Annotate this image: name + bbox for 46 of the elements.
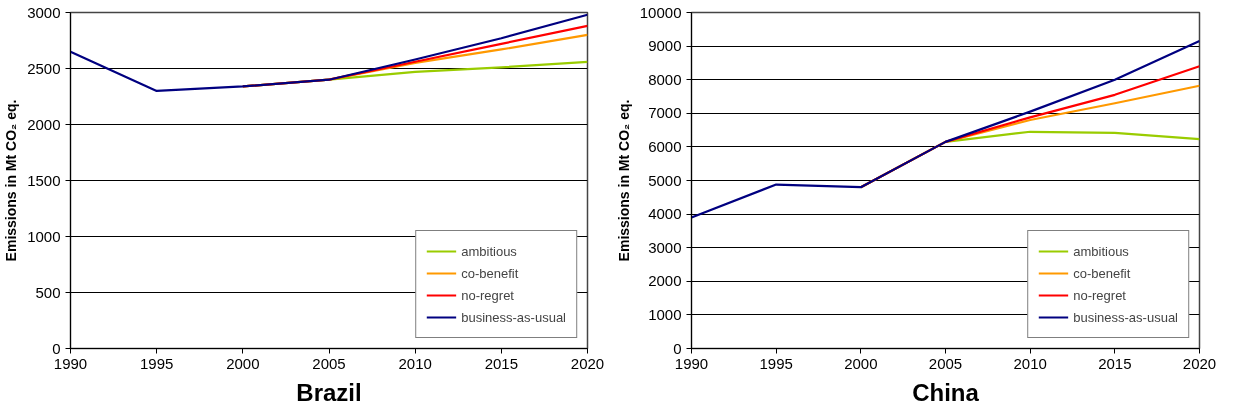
legend-label: ambitious [1073,243,1129,259]
legend-label: co-benefit [1073,265,1131,281]
y-tick-label: 3000 [27,3,61,21]
x-tick-label: 1990 [674,354,709,372]
legend-label: ambitious [461,243,517,259]
text: Brazil [296,378,362,406]
y-tick-label: 3000 [648,238,682,256]
x-tick-label: 2005 [928,354,963,372]
x-tick-label: 2000 [226,354,260,372]
y-axis-title: Emissions in Mt CO₂ eq. [3,99,20,262]
x-tick-label: 1990 [53,354,88,372]
y-tick-label: 10000 [639,3,682,21]
legend-label: co-benefit [461,265,519,281]
legend-label: no-regret [1073,287,1126,303]
y-tick-label: 2000 [648,272,682,290]
y-tick-label: 500 [35,283,61,301]
x-tick-label: 2010 [1013,354,1047,372]
x-tick-label: 2005 [312,354,346,372]
x-tick-label: 1995 [759,354,793,372]
x-tick-label: 2015 [1098,354,1132,372]
y-tick-label: 2500 [27,59,61,77]
x-tick-label: 1995 [139,354,174,372]
line-series [691,39,1200,219]
y-tick-label: 2000 [27,115,61,133]
y-axis-title: Emissions in Mt CO₂ eq. [615,99,632,262]
y-tick-label: 9000 [648,37,682,55]
y-tick-label: 6000 [648,137,682,155]
y-tick-label: 5000 [648,171,682,189]
text: China [912,378,980,406]
y-tick-label: 1000 [27,227,61,245]
y-tick-label: 8000 [648,70,682,88]
line-series [70,13,588,92]
x-tick-label: 2020 [570,354,605,372]
x-tick-label: 2020 [1182,354,1217,372]
x-tick-label: 2010 [398,354,432,372]
x-tick-label: 2015 [484,354,519,372]
y-tick-label: 4000 [648,205,682,223]
y-tick-label: 1500 [27,171,61,189]
y-tick-label: 1000 [648,305,682,323]
y-tick-label: 0 [52,339,61,357]
y-tick-label: 7000 [648,104,682,122]
legend-label: business-as-usual [1073,309,1178,325]
legend-label: no-regret [461,287,514,303]
x-tick-label: 2000 [844,354,878,372]
legend-label: business-as-usual [461,309,566,325]
y-tick-label: 0 [673,339,682,357]
